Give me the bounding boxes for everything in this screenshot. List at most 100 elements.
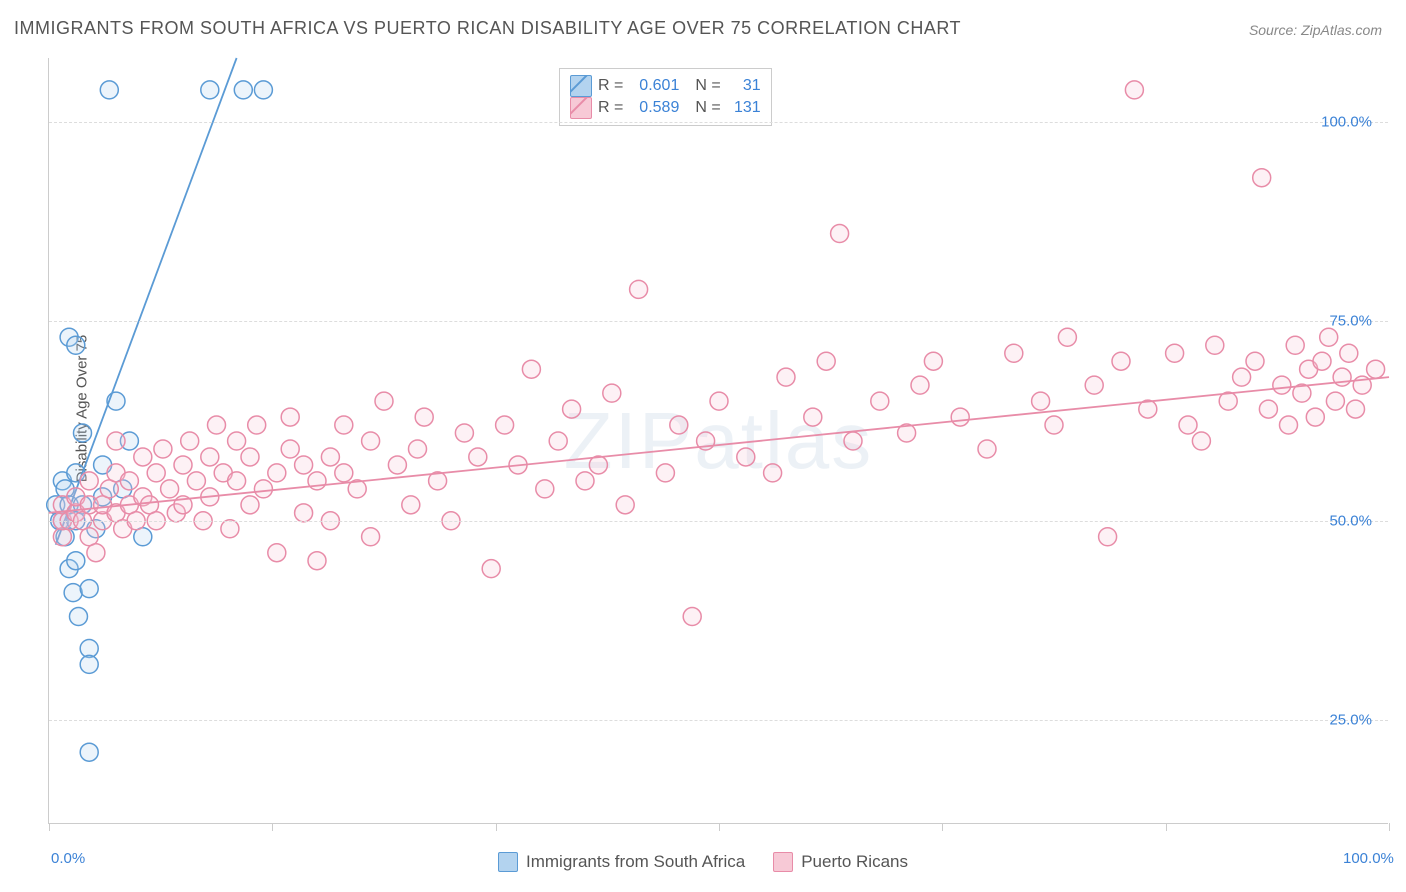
scatter-point bbox=[1045, 416, 1063, 434]
scatter-point bbox=[563, 400, 581, 418]
scatter-point bbox=[482, 560, 500, 578]
y-tick-label: 50.0% bbox=[1329, 512, 1372, 529]
series-legend-item: Immigrants from South Africa bbox=[498, 852, 745, 872]
scatter-point bbox=[248, 416, 266, 434]
scatter-point bbox=[1273, 376, 1291, 394]
scatter-point bbox=[1313, 352, 1331, 370]
scatter-point bbox=[1085, 376, 1103, 394]
scatter-point bbox=[181, 432, 199, 450]
scatter-point bbox=[208, 416, 226, 434]
series-legend-label: Immigrants from South Africa bbox=[526, 852, 745, 872]
scatter-point bbox=[201, 448, 219, 466]
scatter-point bbox=[469, 448, 487, 466]
scatter-point bbox=[69, 608, 87, 626]
scatter-point bbox=[228, 432, 246, 450]
scatter-point bbox=[670, 416, 688, 434]
scatter-point bbox=[1166, 344, 1184, 362]
scatter-point bbox=[87, 544, 105, 562]
scatter-point bbox=[951, 408, 969, 426]
scatter-point bbox=[764, 464, 782, 482]
scatter-point bbox=[64, 584, 82, 602]
scatter-point bbox=[1347, 400, 1365, 418]
scatter-point bbox=[777, 368, 795, 386]
scatter-point bbox=[295, 456, 313, 474]
scatter-point bbox=[107, 432, 125, 450]
legend-r-value: 0.601 bbox=[629, 77, 679, 95]
scatter-point bbox=[120, 472, 138, 490]
legend-row: R =0.589N =131 bbox=[570, 97, 761, 119]
scatter-point bbox=[1125, 81, 1143, 99]
scatter-point bbox=[147, 464, 165, 482]
legend-swatch-icon bbox=[570, 75, 592, 97]
y-tick-label: 75.0% bbox=[1329, 313, 1372, 330]
scatter-point bbox=[1259, 400, 1277, 418]
scatter-point bbox=[1206, 336, 1224, 354]
scatter-point bbox=[1112, 352, 1130, 370]
scatter-point bbox=[308, 552, 326, 570]
scatter-point bbox=[409, 440, 427, 458]
scatter-point bbox=[335, 464, 353, 482]
scatter-point bbox=[80, 743, 98, 761]
scatter-point bbox=[603, 384, 621, 402]
scatter-point bbox=[1058, 328, 1076, 346]
scatter-point bbox=[844, 432, 862, 450]
scatter-point bbox=[616, 496, 634, 514]
x-tick bbox=[496, 823, 497, 831]
scatter-point bbox=[268, 464, 286, 482]
scatter-point bbox=[74, 424, 92, 442]
scatter-point bbox=[67, 552, 85, 570]
scatter-point bbox=[80, 472, 98, 490]
x-tick bbox=[719, 823, 720, 831]
scatter-point bbox=[80, 580, 98, 598]
scatter-point bbox=[187, 472, 205, 490]
scatter-point bbox=[402, 496, 420, 514]
scatter-point bbox=[1032, 392, 1050, 410]
plot-area: ZIPatlas R =0.601N =31R =0.589N =131 25.… bbox=[48, 58, 1388, 824]
scatter-point bbox=[388, 456, 406, 474]
scatter-point bbox=[737, 448, 755, 466]
gridline bbox=[49, 720, 1388, 721]
scatter-point bbox=[161, 480, 179, 498]
scatter-point bbox=[683, 608, 701, 626]
scatter-point bbox=[1192, 432, 1210, 450]
scatter-point bbox=[268, 544, 286, 562]
legend-r-value: 0.589 bbox=[629, 99, 679, 117]
scatter-point bbox=[254, 81, 272, 99]
scatter-point bbox=[321, 448, 339, 466]
scatter-point bbox=[221, 520, 239, 538]
scatter-point bbox=[911, 376, 929, 394]
scatter-point bbox=[134, 448, 152, 466]
scatter-point bbox=[1233, 368, 1251, 386]
scatter-point bbox=[1286, 336, 1304, 354]
gridline bbox=[49, 122, 1388, 123]
scatter-point bbox=[871, 392, 889, 410]
chart-title: IMMIGRANTS FROM SOUTH AFRICA VS PUERTO R… bbox=[14, 18, 961, 39]
scatter-point bbox=[576, 472, 594, 490]
scatter-point bbox=[1320, 328, 1338, 346]
legend-swatch-icon bbox=[498, 852, 518, 872]
scatter-point bbox=[496, 416, 514, 434]
scatter-chart-svg bbox=[49, 58, 1388, 823]
scatter-point bbox=[1253, 169, 1271, 187]
scatter-point bbox=[295, 504, 313, 522]
scatter-point bbox=[817, 352, 835, 370]
scatter-point bbox=[241, 448, 259, 466]
gridline bbox=[49, 521, 1388, 522]
scatter-point bbox=[710, 392, 728, 410]
scatter-point bbox=[804, 408, 822, 426]
legend-swatch-icon bbox=[773, 852, 793, 872]
scatter-point bbox=[1099, 528, 1117, 546]
scatter-point bbox=[281, 408, 299, 426]
scatter-point bbox=[201, 81, 219, 99]
scatter-point bbox=[522, 360, 540, 378]
scatter-point bbox=[549, 432, 567, 450]
scatter-point bbox=[100, 81, 118, 99]
legend-row: R =0.601N =31 bbox=[570, 75, 761, 97]
y-tick-label: 100.0% bbox=[1321, 113, 1372, 130]
source-label: Source: ZipAtlas.com bbox=[1249, 22, 1382, 38]
scatter-point bbox=[536, 480, 554, 498]
scatter-point bbox=[154, 440, 172, 458]
scatter-point bbox=[241, 496, 259, 514]
scatter-point bbox=[254, 480, 272, 498]
x-tick bbox=[49, 823, 50, 831]
